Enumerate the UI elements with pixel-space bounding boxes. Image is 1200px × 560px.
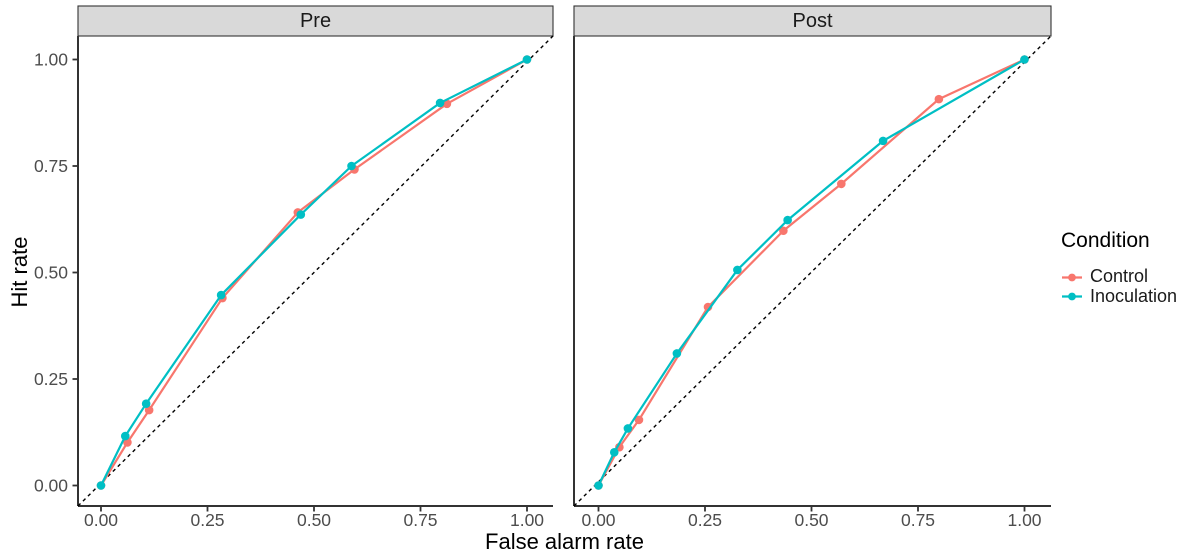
y-axis-tick-label: 0.00 [34, 476, 68, 496]
legend-title: Condition [1061, 229, 1150, 252]
y-axis-tick-label: 0.75 [34, 156, 68, 176]
data-point-inoculation-post [594, 481, 603, 490]
data-point-control-pre [144, 405, 154, 415]
legend-entry-label-inoculation: Inoculation [1090, 285, 1178, 306]
data-point-inoculation-pre [120, 431, 130, 441]
facet-strip-post [573, 5, 1052, 37]
chance-diagonal-reference-line [573, 35, 1052, 507]
x-axis-tick-label: 0.25 [190, 510, 224, 530]
x-axis-title: False alarm rate [485, 529, 644, 554]
data-point-inoculation-post [609, 447, 619, 457]
y-axis-tick-label: 1.00 [34, 50, 68, 70]
y-axis-tick-label: 0.25 [34, 369, 68, 389]
x-axis-tick-label: 0.75 [403, 510, 437, 530]
data-point-inoculation-post [623, 424, 633, 433]
x-axis-tick-label: 0.25 [688, 510, 722, 530]
data-point-inoculation-pre [141, 399, 151, 409]
data-point-control-post [634, 415, 644, 425]
x-axis-tick-label: 0.75 [901, 510, 935, 530]
data-point-inoculation-post [783, 215, 792, 225]
series-line-inoculation-pre [100, 58, 528, 486]
legend-key-inoculation-icon [1062, 292, 1082, 301]
x-axis-tick-label: 1.00 [1007, 510, 1041, 530]
x-axis-tick-label: 0.00 [84, 510, 118, 530]
data-point-inoculation-post [733, 265, 742, 275]
facet-strip-pre [77, 5, 554, 37]
data-point-control-post [934, 94, 944, 104]
facet-strip-label-post: Post [792, 9, 833, 32]
data-point-inoculation-pre [347, 161, 356, 171]
data-point-control-post [779, 226, 788, 236]
y-axis-tick-label: 0.50 [34, 263, 68, 283]
chance-diagonal-reference-line [77, 35, 554, 507]
x-axis-tick-label: 0.00 [581, 510, 615, 530]
data-point-inoculation-post [1020, 55, 1029, 64]
y-axis-title: Hit rate [7, 236, 32, 308]
data-point-inoculation-pre [522, 55, 532, 64]
facet-strip-label-pre: Pre [299, 9, 332, 32]
legend-entry-label-control: Control [1090, 266, 1149, 287]
series-line-inoculation-post [597, 58, 1026, 486]
data-point-inoculation-pre [96, 481, 106, 490]
legend-entry-inoculation: Inoculation [1061, 285, 1178, 307]
x-axis-tick-label: 0.50 [297, 510, 331, 530]
x-axis-tick-label: 0.50 [794, 510, 828, 530]
data-point-control-post [837, 179, 846, 189]
series-line-control-post [597, 58, 1025, 487]
data-point-inoculation-post [672, 349, 682, 358]
data-point-inoculation-post [878, 136, 888, 146]
data-point-inoculation-pre [216, 290, 226, 300]
legend: Condition Control Inoculation [1061, 229, 1177, 306]
data-point-inoculation-pre [435, 98, 445, 108]
legend-entry-control: Control [1061, 266, 1177, 287]
data-point-inoculation-pre [296, 210, 306, 219]
legend-key-control-icon [1062, 273, 1082, 282]
x-axis-tick-label: 1.00 [510, 510, 544, 530]
